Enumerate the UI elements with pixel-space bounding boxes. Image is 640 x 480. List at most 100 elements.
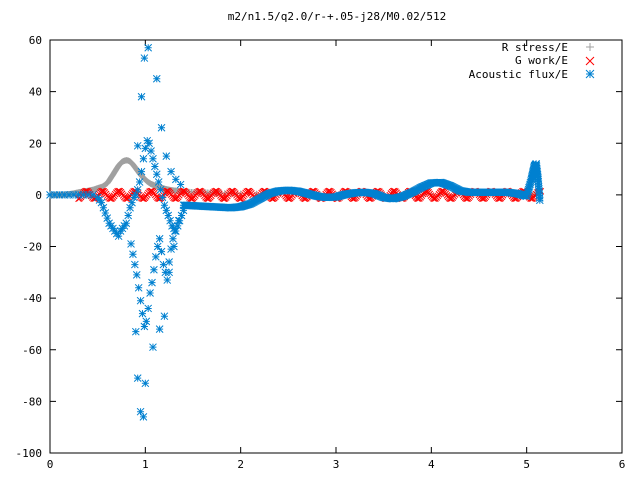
acoustic-flux-point [160,201,169,210]
g-work-point [284,195,292,202]
acoustic-flux-point [124,211,133,220]
acoustic-flux-point [161,268,170,277]
acoustic-flux-point [146,289,154,297]
acoustic-flux-point [170,242,178,251]
acoustic-flux-point [131,327,140,336]
acoustic-flux-point [103,214,112,222]
acoustic-flux-point [147,147,155,155]
x-tick-label: 5 [523,458,530,471]
acoustic-flux-point [140,54,149,62]
acoustic-flux-point [585,69,595,79]
x-tick-label: 6 [619,458,626,471]
g-work-point [155,195,163,202]
acoustic-flux-point [179,206,188,215]
acoustic-flux-point [162,206,171,215]
g-work-point [389,187,397,195]
x-tick-label: 2 [237,458,244,471]
y-tick-label: -100 [16,447,43,460]
acoustic-flux-point [141,144,150,153]
acoustic-flux-point [176,180,185,189]
acoustic-flux-point [69,191,78,199]
acoustic-flux-point [148,278,156,287]
acoustic-flux-point [154,178,163,186]
acoustic-flux-point [79,191,88,199]
acoustic-flux-point [55,191,64,199]
acoustic-flux-point [137,167,146,176]
acoustic-flux-point [153,242,162,251]
acoustic-flux-point [114,232,123,241]
acoustic-flux-point [157,247,166,256]
acoustic-flux-point [139,154,148,163]
g-work-point [479,195,486,202]
chart-title: m2/n1.5/q2.0/r-+.05-j28/M0.02/512 [228,10,447,23]
legend: R stress/E G work/E Acoustic flux/E [469,41,595,81]
acoustic-flux-point [152,74,161,83]
y-tick-label: -80 [22,395,42,408]
acoustic-flux-point [171,175,180,184]
acoustic-flux-point [131,191,140,199]
acoustic-flux-point [150,265,158,274]
acoustic-flux-point [139,413,148,421]
acoustic-flux-point [173,221,182,230]
acoustic-flux-point [127,240,135,248]
acoustic-flux-point [160,312,169,321]
acoustic-flux-point [140,322,149,331]
acoustic-flux-point [136,407,145,416]
series-acoustic-flux [46,43,544,421]
acoustic-flux-point [122,219,131,228]
acoustic-flux-point [74,191,83,199]
acoustic-flux-point [132,271,141,279]
acoustic-flux-point [149,343,157,352]
x-tick-label: 1 [142,458,149,471]
acoustic-flux-point [136,296,145,305]
acoustic-flux-point [84,191,92,199]
acoustic-flux-point [165,268,174,277]
acoustic-flux-point [142,317,151,326]
acoustic-flux-point [50,191,59,199]
acoustic-flux-point [137,92,146,101]
acoustic-flux-point [151,162,159,171]
g-work-point [163,187,171,195]
acoustic-flux-point [152,170,161,179]
y-tick-label: 0 [35,189,42,202]
acoustic-flux-point [141,379,150,388]
acoustic-flux-point [162,152,171,161]
g-work-point [171,195,179,202]
acoustic-flux-point [159,260,168,269]
acoustic-flux-point [128,198,136,207]
acoustic-flux-point [151,252,160,261]
acoustic-flux-point [164,211,173,220]
y-tick-label: 20 [29,137,42,150]
x-tick-label: 3 [333,458,340,471]
legend-label-r-stress: R stress/E [502,41,568,54]
g-work-point [147,187,155,195]
acoustic-flux-point [166,216,174,225]
acoustic-flux-point [144,43,153,52]
acoustic-flux-point [89,191,97,199]
acoustic-flux-point [144,304,153,313]
acoustic-flux-point [155,234,164,243]
acoustic-flux-point [167,167,175,176]
acoustic-flux-point [156,185,165,194]
acoustic-flux-point [163,276,172,284]
r-stress-point [586,43,594,51]
acoustic-flux-point [133,374,142,382]
acoustic-flux-point [535,196,544,205]
acoustic-flux-point [155,325,164,333]
acoustic-flux-point [177,211,186,220]
acoustic-flux-point [130,260,139,269]
acoustic-flux-point [171,227,179,235]
y-tick-label: 60 [29,34,42,47]
legend-label-acoustic-flux: Acoustic flux/E [469,68,568,81]
acoustic-flux-point [133,185,142,194]
acoustic-flux-point [174,216,183,225]
x-tick-label: 0 [47,458,54,471]
g-work-point [187,195,195,202]
g-work-point [179,187,187,195]
g-work-point [495,195,502,202]
acoustic-flux-point [126,203,134,212]
y-tick-label: -60 [22,344,42,357]
y-tick-label: -20 [22,241,42,254]
